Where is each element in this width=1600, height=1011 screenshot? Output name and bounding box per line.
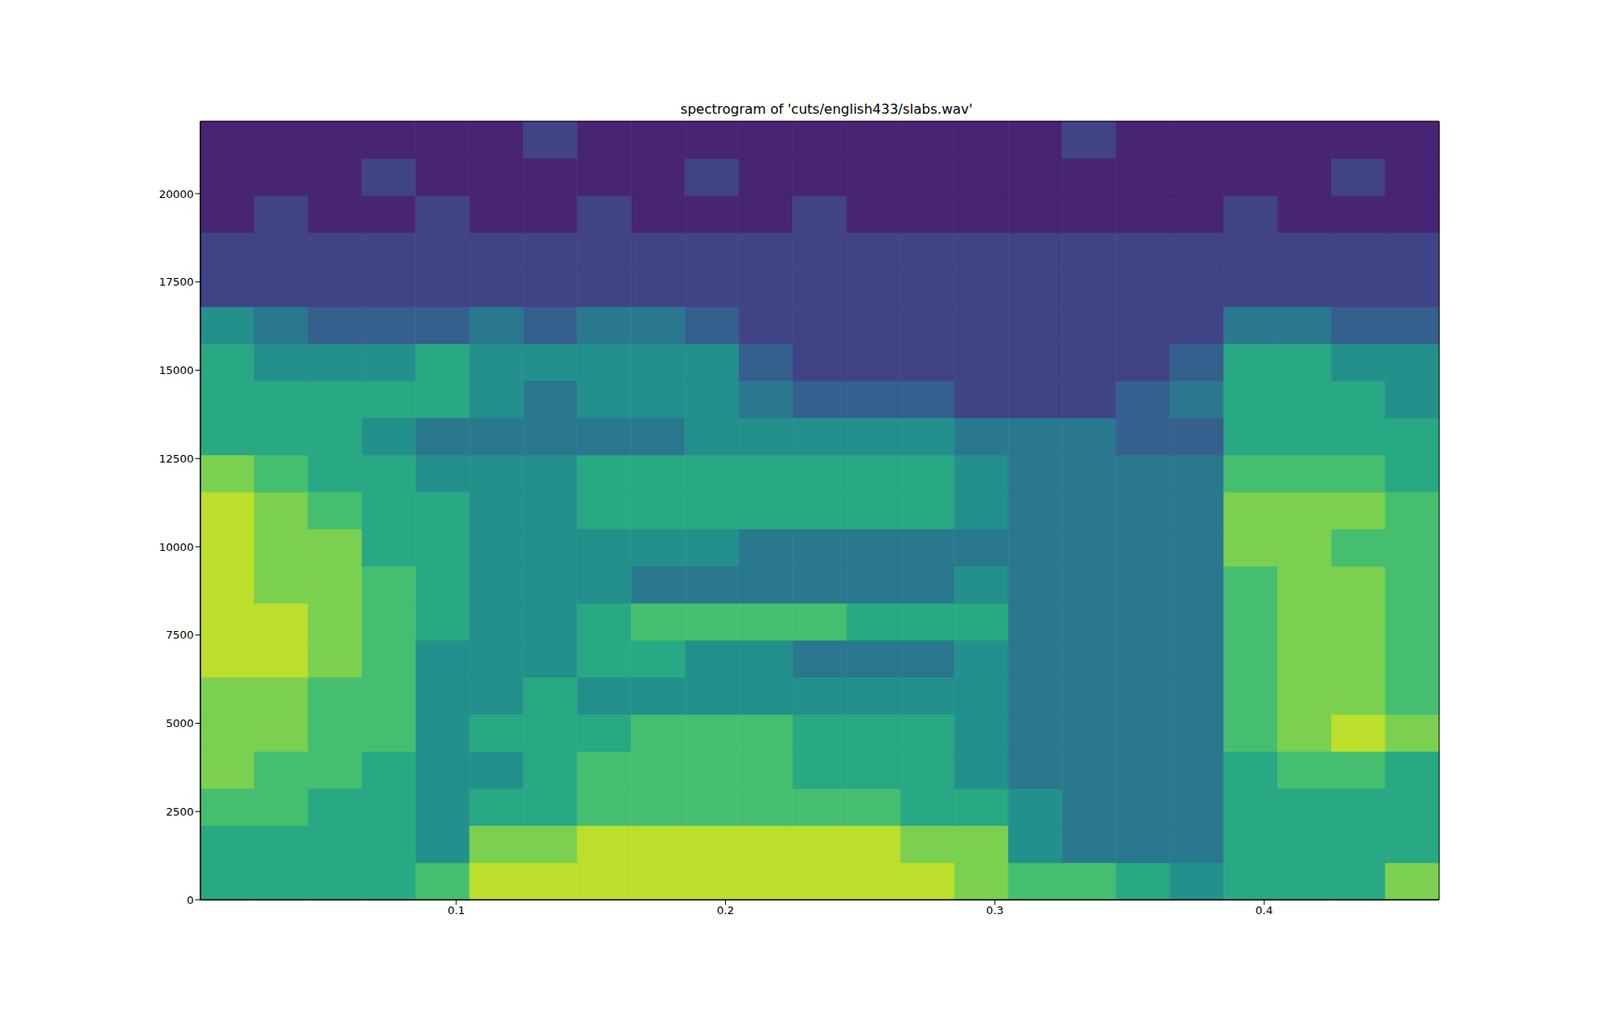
html-text:spectrogram of 'cuts/english43: spectrogram of 'cuts/english433/slabs.wa… bbox=[680, 101, 973, 118]
svg-text:0.4: 0.4 bbox=[1255, 903, 1274, 917]
svg-text:10000: 10000 bbox=[159, 540, 194, 554]
svg-text:0: 0 bbox=[186, 893, 194, 907]
svg-text:0.2: 0.2 bbox=[716, 903, 735, 917]
svg-text:12500: 12500 bbox=[159, 452, 194, 465]
svg-text:7500: 7500 bbox=[165, 628, 194, 641]
svg-text:2500: 2500 bbox=[165, 805, 194, 818]
svg-text:20000: 20000 bbox=[159, 187, 194, 201]
svg-text:0.3: 0.3 bbox=[986, 903, 1004, 917]
svg-text:0.1: 0.1 bbox=[447, 903, 465, 917]
svg-text:15000: 15000 bbox=[159, 363, 194, 377]
svg-text:5000: 5000 bbox=[165, 716, 194, 730]
svg-text:17500: 17500 bbox=[159, 275, 194, 288]
